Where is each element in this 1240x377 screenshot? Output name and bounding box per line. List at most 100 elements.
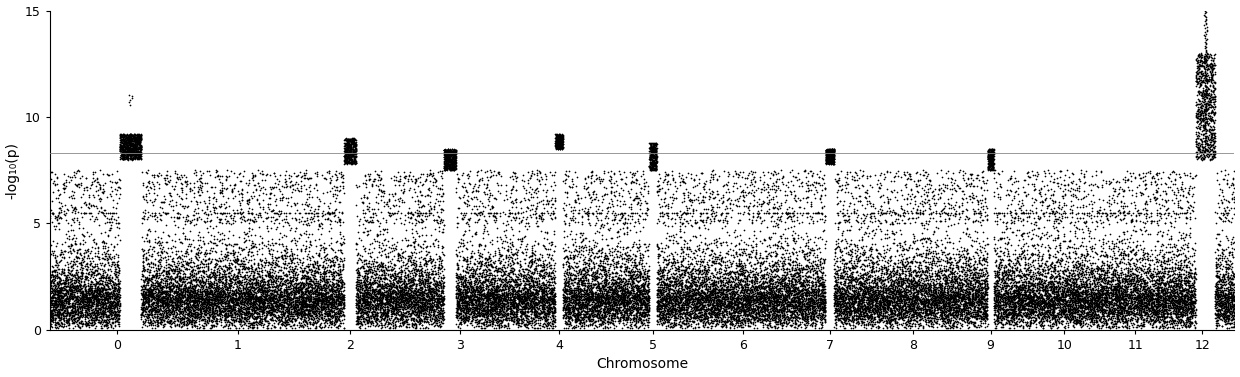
Point — [991, 305, 1011, 311]
Point — [662, 309, 682, 315]
Point — [942, 307, 962, 313]
Point — [889, 306, 909, 312]
Point — [383, 294, 403, 300]
Point — [642, 157, 662, 163]
Point — [481, 262, 501, 268]
Point — [701, 294, 720, 300]
Point — [435, 147, 455, 153]
Point — [441, 156, 461, 162]
Point — [143, 291, 162, 297]
Point — [207, 265, 227, 271]
Point — [786, 279, 806, 285]
Point — [384, 247, 404, 253]
Point — [1194, 91, 1214, 97]
Point — [144, 186, 164, 192]
Point — [179, 293, 198, 299]
Point — [211, 302, 231, 308]
Point — [420, 303, 440, 309]
Point — [1095, 253, 1115, 259]
Point — [662, 263, 682, 269]
Point — [218, 203, 238, 209]
Point — [192, 299, 212, 305]
Point — [828, 175, 848, 181]
Point — [64, 248, 84, 254]
Point — [738, 299, 758, 305]
Point — [857, 301, 877, 307]
Point — [118, 146, 138, 152]
Point — [105, 282, 125, 288]
Point — [593, 307, 613, 313]
Point — [624, 295, 644, 301]
Point — [946, 323, 966, 329]
Point — [278, 303, 298, 310]
Point — [320, 200, 340, 206]
Point — [335, 146, 355, 152]
Point — [1173, 304, 1193, 310]
Point — [1055, 307, 1075, 313]
Point — [541, 256, 560, 262]
Point — [972, 299, 992, 305]
Point — [1169, 276, 1189, 282]
Point — [548, 133, 568, 139]
Point — [200, 300, 219, 307]
Point — [184, 300, 203, 307]
Point — [931, 295, 951, 301]
Point — [1207, 282, 1226, 288]
Point — [299, 310, 319, 316]
Point — [285, 265, 305, 271]
Point — [1018, 301, 1038, 307]
Point — [1209, 242, 1229, 248]
Point — [734, 309, 754, 315]
Point — [782, 279, 802, 285]
Point — [822, 155, 842, 161]
Point — [1189, 97, 1209, 103]
Point — [929, 300, 949, 306]
Point — [1195, 69, 1215, 75]
Point — [367, 171, 387, 177]
Point — [626, 315, 646, 321]
Point — [185, 298, 205, 304]
Point — [1102, 271, 1122, 277]
Point — [1047, 248, 1066, 254]
Point — [327, 285, 347, 291]
Point — [641, 144, 661, 150]
Point — [897, 256, 916, 262]
Point — [1158, 280, 1178, 286]
Point — [358, 294, 378, 300]
Point — [114, 137, 134, 143]
Point — [967, 175, 987, 181]
Point — [149, 274, 169, 280]
Point — [172, 319, 192, 325]
Point — [360, 173, 379, 179]
Point — [1059, 281, 1079, 287]
Point — [882, 311, 901, 317]
Point — [238, 314, 258, 320]
Point — [899, 171, 919, 177]
Point — [1114, 298, 1133, 304]
Point — [1073, 303, 1092, 310]
Point — [957, 281, 977, 287]
Point — [528, 257, 548, 263]
Point — [656, 305, 676, 311]
Point — [365, 277, 384, 283]
Point — [588, 318, 608, 324]
Point — [1166, 259, 1185, 265]
Point — [78, 311, 98, 317]
Point — [1091, 325, 1111, 331]
Point — [239, 304, 259, 310]
Point — [613, 317, 632, 323]
Point — [449, 193, 469, 199]
Point — [391, 316, 410, 322]
Point — [843, 208, 863, 214]
Point — [750, 238, 770, 244]
Point — [1210, 311, 1230, 317]
Point — [301, 282, 321, 288]
Point — [1178, 297, 1198, 303]
Point — [978, 154, 998, 160]
Point — [645, 149, 665, 155]
Point — [477, 283, 497, 289]
Point — [573, 293, 593, 299]
Point — [161, 309, 181, 315]
Point — [213, 288, 233, 294]
Point — [99, 253, 119, 259]
